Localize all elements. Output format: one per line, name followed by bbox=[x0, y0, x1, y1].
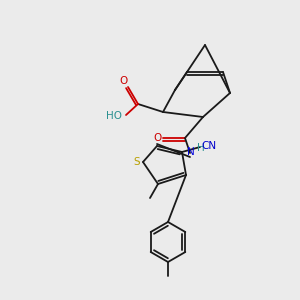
Text: HO: HO bbox=[106, 111, 122, 121]
Text: S: S bbox=[134, 157, 140, 167]
Text: O: O bbox=[120, 76, 128, 86]
Text: O: O bbox=[153, 133, 161, 143]
Text: N: N bbox=[187, 147, 195, 157]
Text: H: H bbox=[197, 143, 205, 153]
Text: CN: CN bbox=[201, 141, 217, 151]
